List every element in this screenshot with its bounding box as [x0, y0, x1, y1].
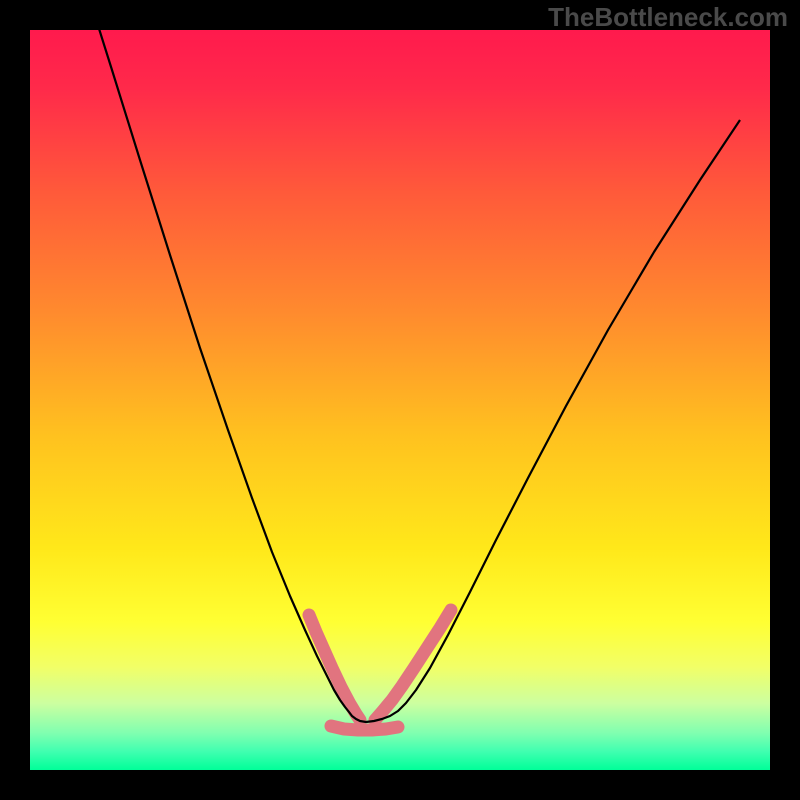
watermark-text: TheBottleneck.com	[548, 2, 788, 33]
accent-segment-flat	[331, 726, 398, 730]
accent-segment-left	[309, 615, 360, 720]
curve-layer	[0, 0, 800, 800]
chart-stage: TheBottleneck.com	[0, 0, 800, 800]
bottleneck-curve	[90, 0, 740, 722]
accent-segment-right	[375, 610, 451, 720]
